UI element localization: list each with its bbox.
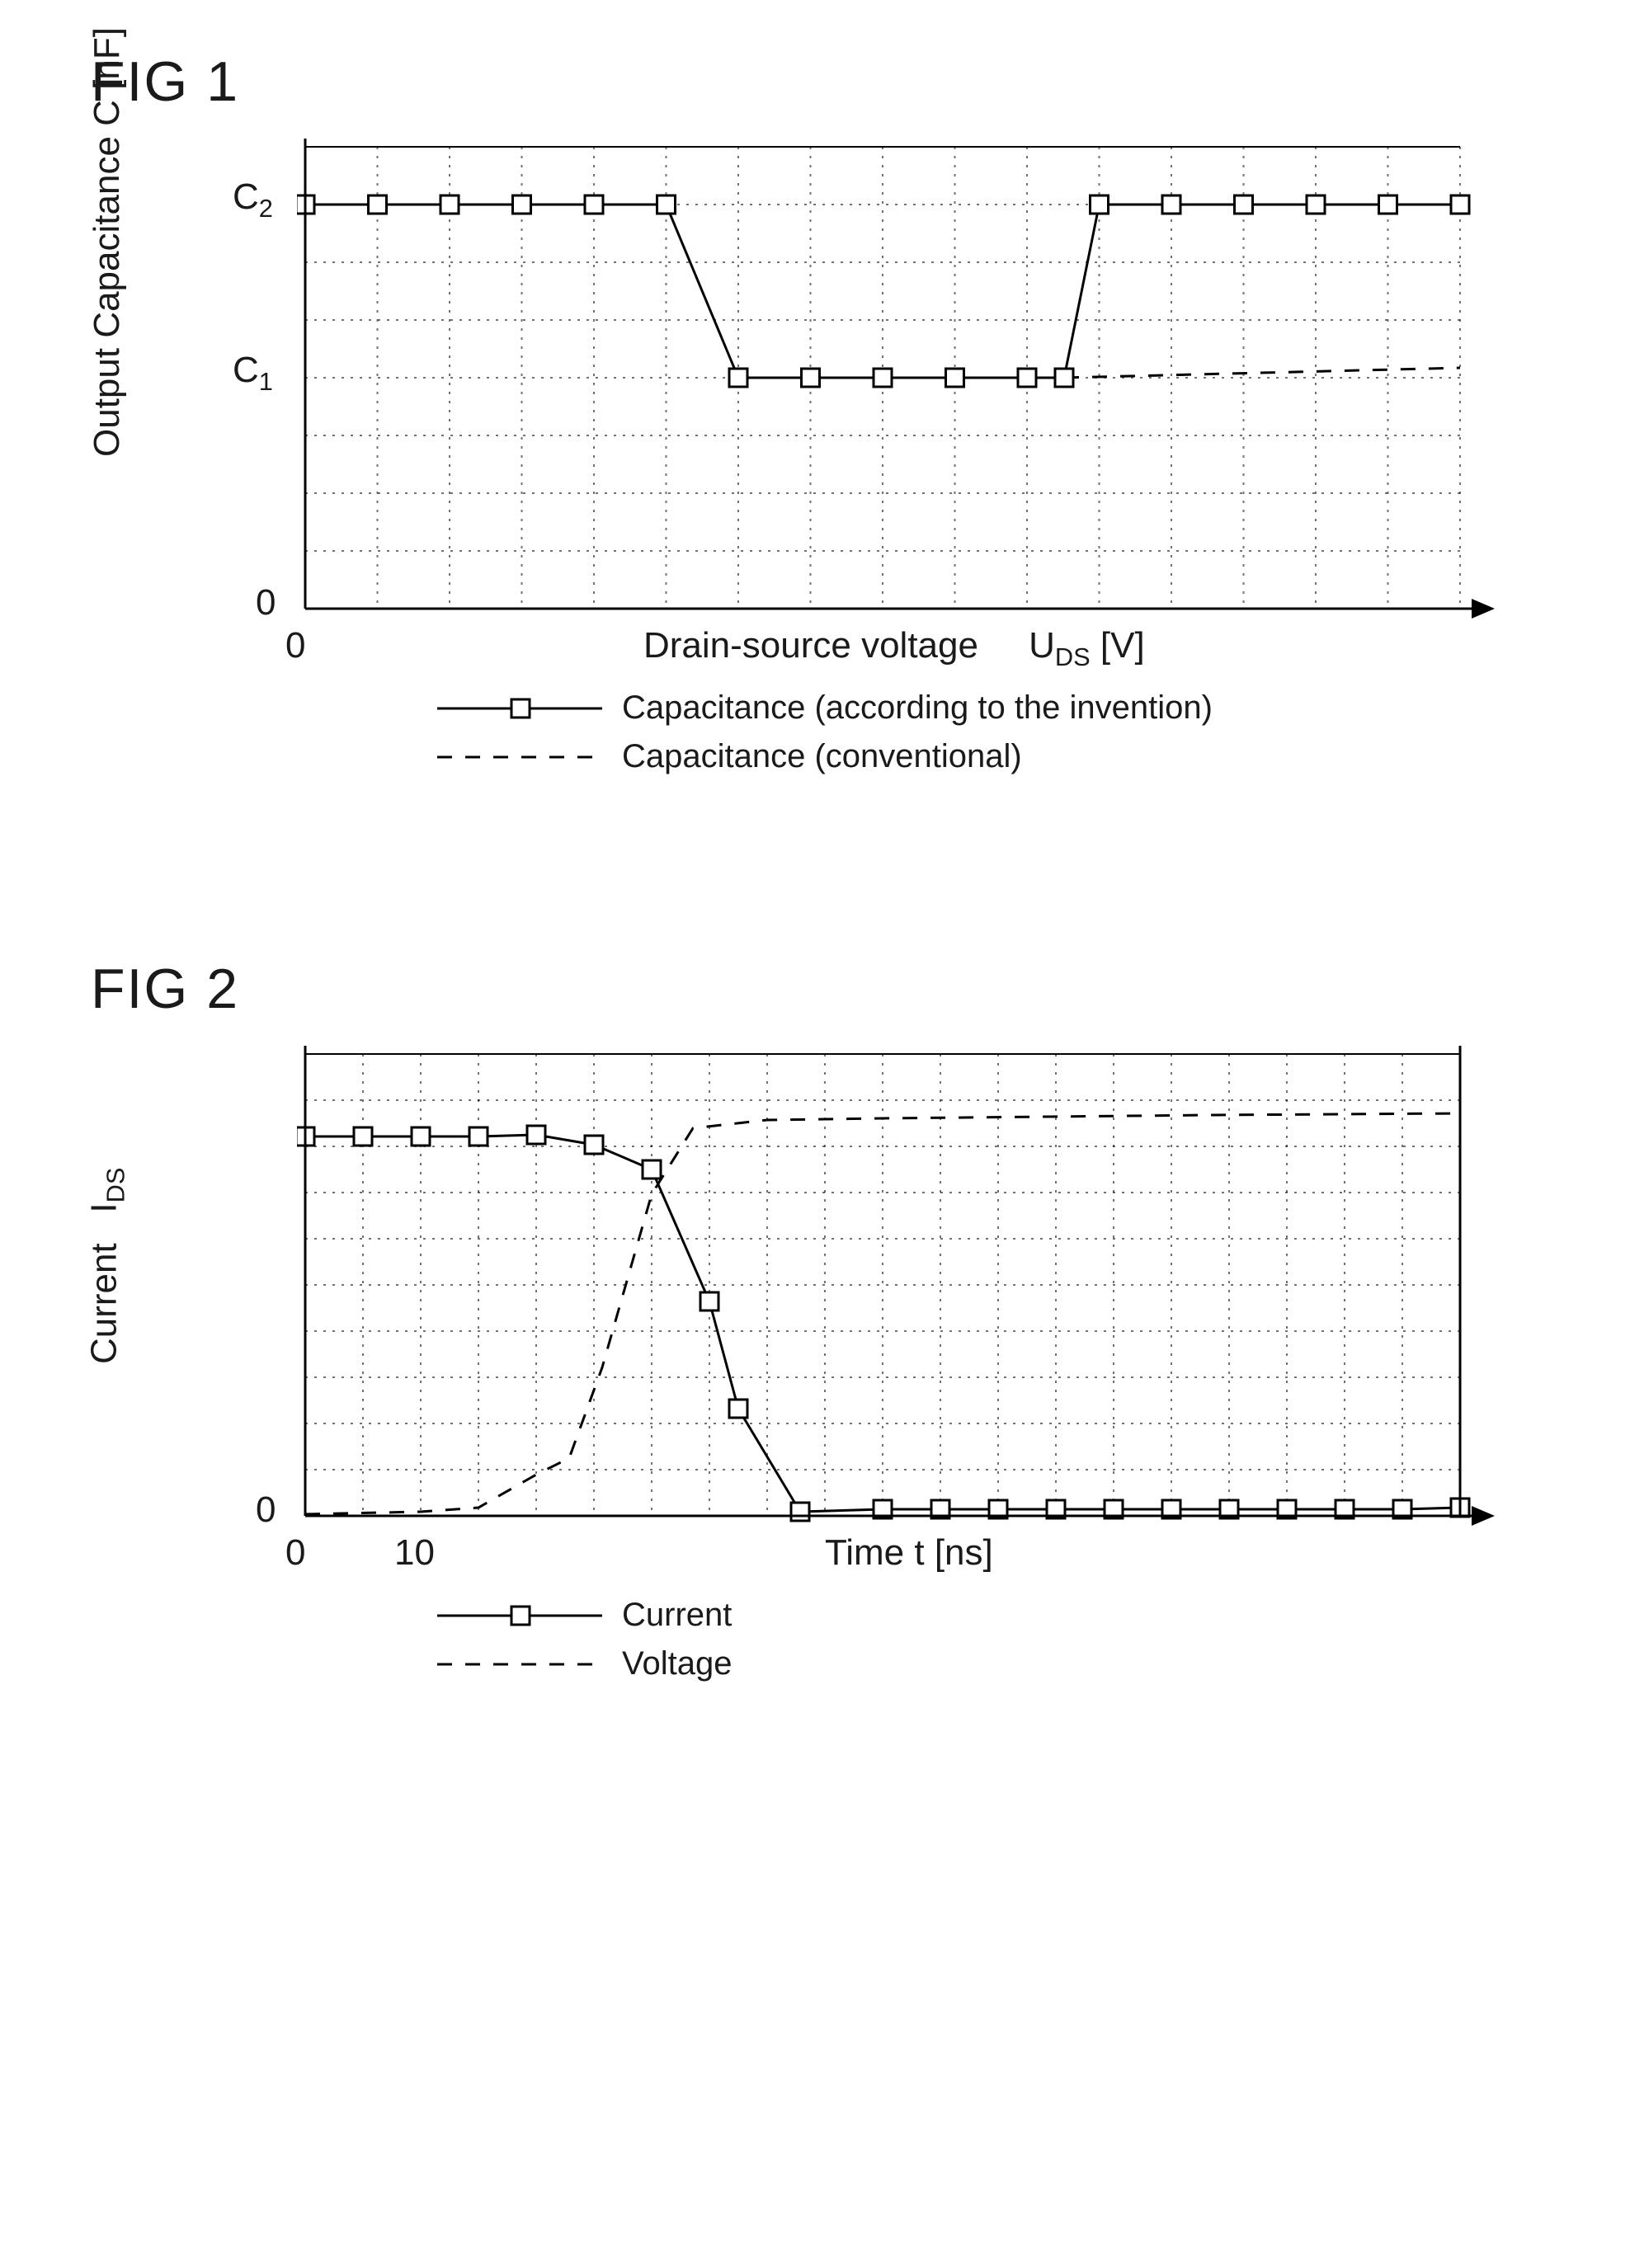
fig1-y-axis-label-text: Output Capacitance C [nF] [87, 27, 127, 457]
fig1-x-axis-label: Drain-source voltage UDS [V] [643, 625, 1145, 672]
line-marker-swatch-icon [437, 1603, 602, 1628]
fig2-xtick-0: 0 [285, 1532, 305, 1574]
figure-1-chart: Output Capacitance C [nF] 0 C1 C2 0 Drai… [297, 139, 1501, 775]
fig1-legend: Capacitance (according to the invention)… [437, 689, 1501, 775]
fig2-legend: Current Voltage [437, 1597, 1501, 1682]
fig1-legend-item-1: Capacitance (according to the invention) [437, 689, 1501, 727]
fig1-x-axis-symbol: UDS [1029, 625, 1091, 666]
fig1-plot-svg [297, 139, 1501, 666]
figure-2: FIG 2 Current IDS Voltage UDS 0 0 10 Tim… [66, 957, 1564, 1682]
fig2-plot-svg [297, 1046, 1501, 1574]
fig2-xtick-10: 10 [394, 1532, 435, 1574]
fig1-legend-item-2: Capacitance (conventional) [437, 738, 1501, 775]
fig1-legend-label-1: Capacitance (according to the invention) [622, 689, 1213, 727]
fig2-ytick-0: 0 [256, 1489, 276, 1531]
fig2-legend-label-1: Current [622, 1597, 732, 1634]
fig2-x-axis-label-text: Time t [ns] [825, 1532, 993, 1573]
fig2-legend-item-1: Current [437, 1597, 1501, 1634]
fig1-x-axis-unit: [V] [1100, 625, 1145, 666]
dash-swatch-icon [437, 1652, 602, 1677]
fig2-y-axis-left-text: Current IDS [84, 1168, 125, 1364]
figure-1-title: FIG 1 [91, 49, 1564, 114]
fig1-x-axis-label-text: Drain-source voltage [643, 625, 978, 666]
fig1-ytick-0: 0 [256, 582, 276, 623]
figure-1: FIG 1 Output Capacitance C [nF] 0 C1 C2 … [66, 49, 1564, 775]
page: FIG 1 Output Capacitance C [nF] 0 C1 C2 … [0, 0, 1630, 2268]
fig2-legend-item-2: Voltage [437, 1645, 1501, 1682]
fig2-y-axis-right-text: Voltage UDS [1627, 1151, 1630, 1364]
fig1-ytick-c1: C1 [233, 350, 273, 397]
fig2-legend-label-2: Voltage [622, 1645, 732, 1682]
fig1-legend-label-2: Capacitance (conventional) [622, 738, 1022, 775]
figure-2-chart: Current IDS Voltage UDS 0 0 10 Time t [n… [297, 1046, 1501, 1682]
figure-2-title: FIG 2 [91, 957, 1564, 1021]
fig1-ytick-c2: C2 [233, 176, 273, 224]
fig2-x-axis-label: Time t [ns] [825, 1532, 993, 1574]
line-marker-swatch-icon [437, 696, 602, 721]
fig1-xtick-0: 0 [285, 625, 305, 666]
dash-swatch-icon [437, 745, 602, 769]
